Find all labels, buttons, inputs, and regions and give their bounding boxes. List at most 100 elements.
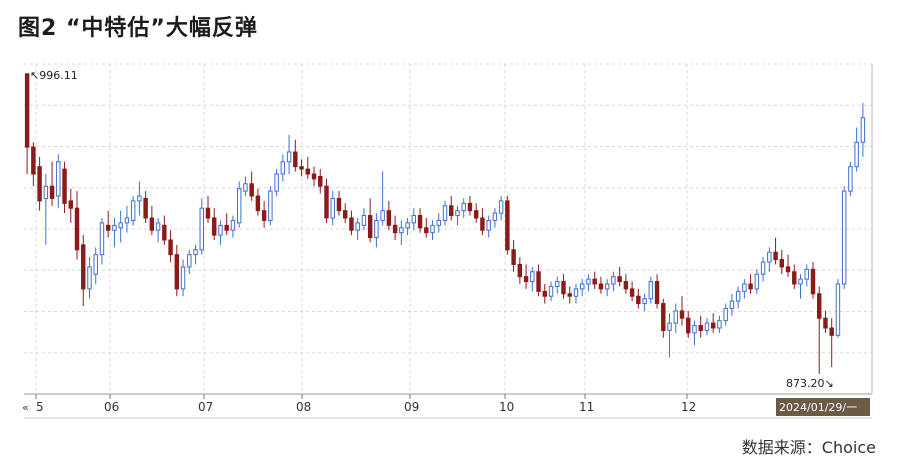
- candle: [829, 318, 834, 368]
- candle-body: [461, 202, 466, 212]
- candle-body: [636, 295, 641, 305]
- candle: [293, 139, 298, 172]
- candle: [62, 161, 67, 214]
- candle: [579, 279, 585, 297]
- candle-body: [604, 283, 610, 290]
- candle: [349, 210, 354, 236]
- candle-body: [37, 166, 42, 202]
- candle-body: [442, 205, 448, 221]
- candle-body: [817, 293, 822, 319]
- candle: [667, 313, 672, 358]
- candle-body: [717, 320, 722, 329]
- candle-body: [68, 200, 73, 209]
- candle-body: [430, 224, 435, 234]
- candle-body: [754, 273, 760, 290]
- candle: [717, 315, 722, 333]
- candle-body: [112, 224, 117, 231]
- candle: [436, 213, 441, 233]
- candle-body: [648, 281, 654, 300]
- candle-body: [224, 224, 229, 231]
- candle: [218, 220, 223, 245]
- grid-lines: [24, 63, 873, 395]
- candle: [611, 271, 616, 292]
- candle: [542, 284, 548, 304]
- candle-body: [205, 207, 211, 219]
- candle-body: [486, 219, 491, 231]
- candle-body: [230, 219, 236, 231]
- candle: [536, 264, 541, 297]
- candle: [698, 315, 703, 338]
- candle-body: [561, 281, 566, 295]
- candle-body: [829, 327, 834, 336]
- candle: [530, 266, 535, 292]
- candle-body: [386, 210, 392, 226]
- candle-body: [854, 141, 859, 168]
- candle: [760, 257, 766, 282]
- candle: [168, 230, 173, 262]
- candle: [792, 264, 797, 289]
- candle: [498, 196, 504, 221]
- candle-body: [255, 195, 261, 212]
- candle: [37, 156, 42, 211]
- candle-body: [180, 266, 186, 290]
- min-value-label: 873.20↘: [786, 377, 834, 390]
- candle: [779, 249, 785, 275]
- candle: [754, 269, 760, 294]
- candle: [149, 205, 155, 236]
- candle-body: [505, 200, 510, 251]
- candle: [636, 288, 641, 309]
- candle: [361, 208, 367, 231]
- candle: [480, 208, 485, 236]
- candle: [199, 198, 204, 255]
- candle: [43, 174, 49, 245]
- candle-body: [411, 215, 417, 224]
- candle-body: [305, 168, 311, 175]
- candle: [87, 257, 92, 299]
- candle-body: [792, 271, 797, 285]
- candle: [486, 215, 491, 238]
- candle-body: [399, 227, 404, 234]
- candle: [318, 169, 323, 194]
- candle-body: [723, 307, 728, 322]
- candle-body: [835, 283, 841, 336]
- candle: [367, 198, 373, 243]
- candle-body: [274, 173, 279, 192]
- candle-body: [611, 276, 616, 285]
- candle-body: [367, 215, 373, 239]
- candle-body: [349, 217, 354, 231]
- candle: [255, 188, 261, 216]
- candle: [604, 279, 610, 297]
- x-tick-label: 08: [296, 400, 311, 414]
- candle-body: [162, 224, 167, 241]
- candle: [642, 293, 647, 311]
- candle: [860, 103, 866, 157]
- candle-body: [199, 207, 204, 251]
- candle-body: [760, 261, 766, 275]
- candle-body: [523, 276, 529, 283]
- candle: [467, 196, 473, 216]
- candle-body: [286, 151, 292, 163]
- candle-body: [555, 281, 560, 287]
- annotations: ↖996.11 873.20↘: [30, 69, 834, 390]
- candle: [286, 134, 292, 174]
- candle-body: [143, 197, 148, 219]
- candle: [742, 279, 747, 299]
- candle: [324, 178, 329, 223]
- candle: [405, 218, 410, 236]
- candle-body: [810, 268, 816, 295]
- candle: [848, 161, 853, 196]
- candle-body: [43, 185, 49, 199]
- candle: [411, 208, 417, 231]
- candle: [187, 249, 192, 275]
- candle-body: [324, 185, 329, 219]
- candle-body: [261, 210, 267, 221]
- candle: [243, 176, 248, 196]
- candle-body: [405, 222, 410, 229]
- candle-body: [330, 197, 335, 219]
- candle: [299, 159, 304, 177]
- candle: [567, 286, 572, 304]
- candle-body: [773, 251, 778, 261]
- candle: [835, 279, 841, 338]
- candle: [49, 161, 55, 206]
